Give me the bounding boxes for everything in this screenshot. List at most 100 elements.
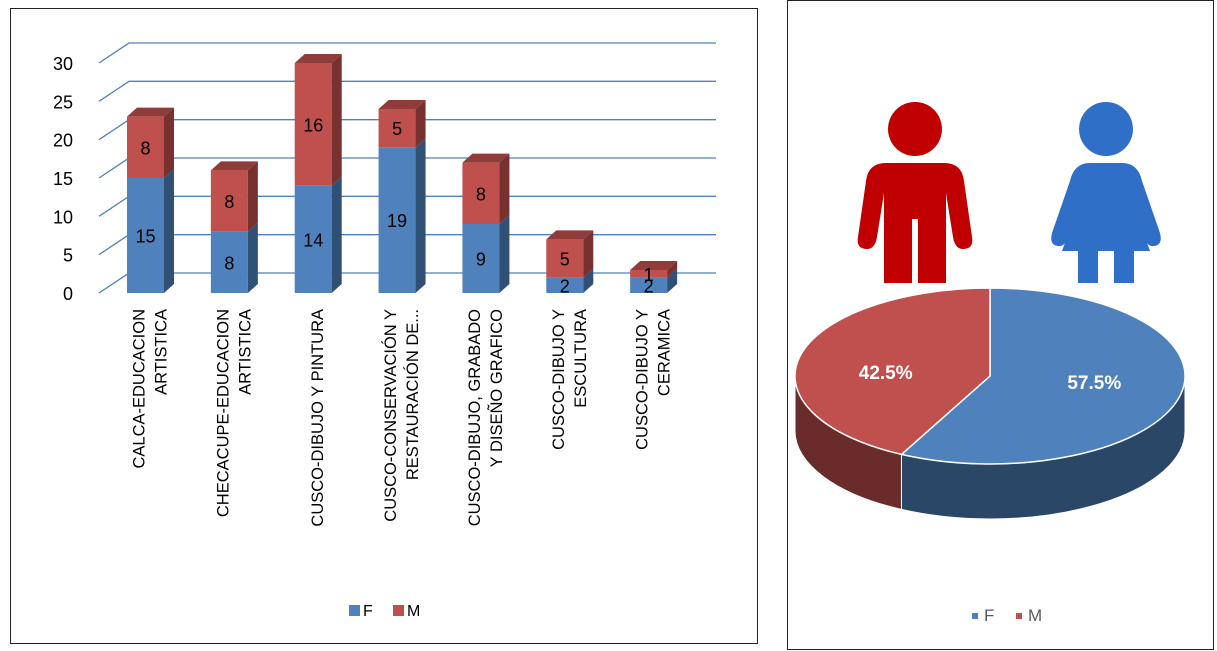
y-tick-label: 25 bbox=[53, 92, 73, 112]
bar-segment-m bbox=[378, 100, 426, 148]
x-category-label: ARTISTICA bbox=[236, 309, 254, 395]
x-category-label: CERAMICA bbox=[656, 309, 674, 396]
y-tick-label: 30 bbox=[53, 54, 73, 74]
legend-label: M bbox=[1028, 606, 1042, 625]
x-category-label: CUSCO-DIBUJO Y bbox=[550, 309, 568, 450]
data-label: 2 bbox=[560, 276, 570, 296]
x-category-label: ESCULTURA bbox=[572, 309, 590, 408]
data-label: 9 bbox=[476, 250, 486, 270]
bar-front bbox=[210, 170, 248, 232]
legend-swatch-m bbox=[393, 605, 404, 616]
bar-front bbox=[462, 162, 500, 224]
bar-side bbox=[164, 107, 174, 178]
data-label: 14 bbox=[303, 230, 323, 250]
female-body bbox=[1051, 163, 1161, 283]
legend-swatch-m bbox=[1016, 613, 1022, 619]
data-label: 5 bbox=[392, 119, 402, 139]
bar-front bbox=[546, 277, 584, 293]
bar-segment-f bbox=[210, 222, 258, 293]
data-label: 5 bbox=[560, 250, 570, 270]
bar-top bbox=[294, 54, 342, 63]
bar-side bbox=[247, 222, 258, 293]
bar-side bbox=[331, 176, 342, 293]
pie-chart-panel: 57.5% 42.5% F M bbox=[787, 0, 1214, 650]
bar-segment-m bbox=[210, 161, 258, 232]
pie-chart: 57.5% 42.5% F M bbox=[794, 102, 1186, 625]
bar-side bbox=[499, 215, 510, 293]
male-body bbox=[857, 163, 973, 283]
bar-top bbox=[546, 230, 594, 240]
x-category-label: RESTAURACIÓN DE... bbox=[403, 309, 422, 480]
bar-segment-f bbox=[294, 176, 342, 293]
bar-side bbox=[583, 230, 594, 278]
data-label: 1 bbox=[644, 265, 654, 285]
bar-segment-f bbox=[462, 215, 510, 293]
legend-swatch-f bbox=[972, 613, 978, 619]
bars bbox=[127, 54, 678, 293]
data-label: 8 bbox=[140, 138, 150, 158]
female-figure-icon bbox=[1051, 102, 1161, 283]
pie-top-faces bbox=[794, 287, 1186, 465]
bar-segment-f bbox=[378, 138, 426, 293]
pie-slice-m bbox=[794, 287, 991, 456]
bar-segment-m bbox=[462, 153, 510, 224]
bar-top bbox=[462, 153, 510, 163]
data-label: 8 bbox=[476, 184, 486, 204]
data-label: 15 bbox=[135, 227, 155, 247]
x-category-label: CUSCO-DIBUJO Y PINTURA bbox=[309, 309, 327, 527]
bar-segment-f bbox=[630, 268, 678, 293]
bar-front bbox=[294, 63, 332, 186]
bar-front bbox=[378, 109, 416, 148]
gridline bbox=[98, 80, 716, 102]
x-category-label: CUSCO-DIBUJO, GRABADO bbox=[466, 309, 484, 526]
x-category-label: CUSCO-DIBUJO Y bbox=[634, 309, 652, 450]
legend-label: F bbox=[984, 606, 994, 625]
bar-segment-m bbox=[546, 230, 594, 278]
bar-side bbox=[247, 161, 258, 232]
bar-top bbox=[378, 100, 426, 109]
bar-segment-f bbox=[127, 169, 174, 293]
legend-swatch-f bbox=[349, 605, 360, 616]
y-tick-label: 20 bbox=[53, 131, 73, 151]
x-category-label: ARTISTICA bbox=[153, 309, 171, 395]
pie-slice-f bbox=[899, 287, 1186, 465]
bar-segment-m bbox=[630, 261, 678, 278]
bar-top bbox=[127, 107, 174, 117]
x-category-label: CALCA-EDUCACION bbox=[131, 309, 149, 469]
legend-label: F bbox=[363, 603, 373, 620]
male-head bbox=[888, 102, 942, 156]
bar-front bbox=[127, 178, 164, 293]
bar-side bbox=[667, 268, 678, 293]
x-category-label: CHECACUPE-EDUCACION bbox=[214, 309, 232, 517]
x-category-label: CUSCO-CONSERVACIÓN Y bbox=[381, 309, 400, 522]
bar-side bbox=[415, 138, 426, 293]
pie-data-label: 42.5% bbox=[859, 363, 913, 384]
bar-side bbox=[667, 261, 678, 278]
bar-front bbox=[210, 231, 248, 293]
y-tick-label: 0 bbox=[63, 284, 73, 304]
data-label: 8 bbox=[224, 192, 234, 212]
bar-chart-panel: 0 5 10 15 20 25 30 15 8 CALCA-EDUCACION ARTISTICA 8… bbox=[10, 8, 758, 644]
y-tick-label: 10 bbox=[53, 207, 73, 227]
bar-front bbox=[462, 224, 500, 293]
bar-front bbox=[546, 239, 584, 278]
bar-segment-m bbox=[127, 107, 174, 178]
legend-label: M bbox=[407, 603, 420, 620]
pie-data-label: 57.5% bbox=[1067, 373, 1121, 394]
bar-side bbox=[415, 100, 426, 148]
bar-front bbox=[294, 185, 332, 293]
bar-segment-m bbox=[294, 54, 342, 186]
data-label: 8 bbox=[224, 253, 234, 273]
y-tick-label: 15 bbox=[53, 169, 73, 189]
bar-front bbox=[127, 116, 164, 178]
bar-side bbox=[499, 153, 510, 224]
data-label: 16 bbox=[303, 115, 323, 135]
bar-front bbox=[630, 270, 668, 278]
gridline bbox=[98, 42, 716, 64]
y-tick-label: 5 bbox=[63, 246, 73, 266]
data-label: 2 bbox=[644, 276, 654, 296]
data-label: 19 bbox=[387, 211, 407, 231]
bar-side bbox=[331, 54, 342, 186]
